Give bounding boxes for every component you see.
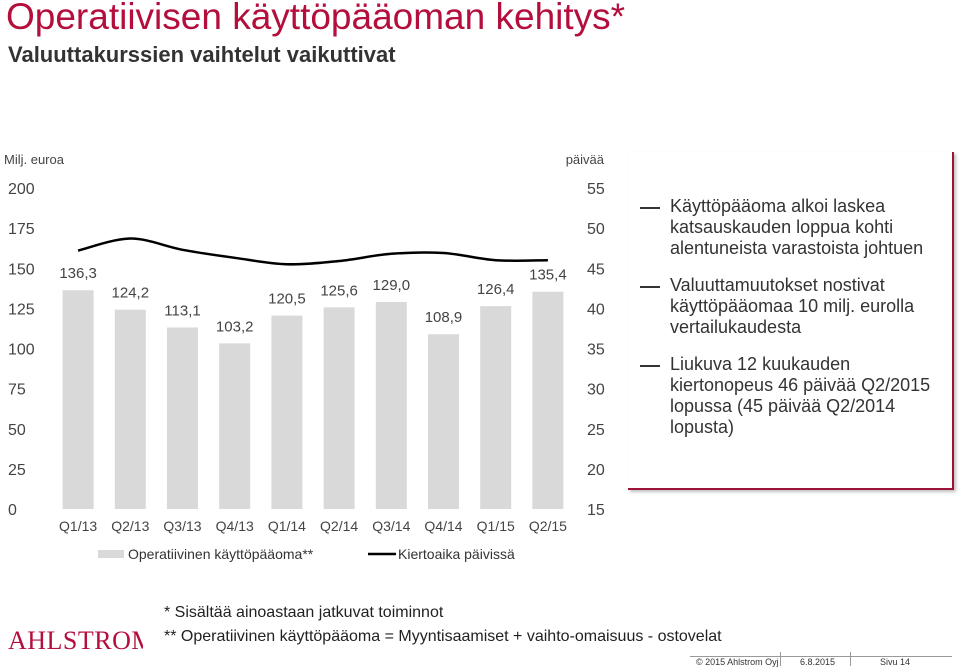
footer-separator [850, 652, 851, 666]
y-left-tick-label: 100 [8, 342, 35, 359]
y-left-tick-label: 200 [8, 181, 35, 198]
y-left-tick-label: 175 [8, 221, 35, 238]
footnote-1: * Sisältää ainoastaan jatkuvat toiminnot [164, 604, 444, 621]
bar [480, 306, 512, 509]
y-left-tick-label: 25 [8, 462, 26, 479]
callout-bullet-2: Valuuttamuutokset nostivat käyttöpääomaa… [628, 275, 950, 338]
legend-swatch-bars [98, 550, 124, 558]
bar-value-label: 124,2 [112, 285, 150, 302]
y-right-tick-label: 25 [587, 422, 605, 439]
y-left-ticks: 0 25 50 75 100 125 150 175 200 [8, 181, 35, 519]
legend-label-line: Kiertoaika päivissä [398, 546, 515, 562]
footer-separator [780, 652, 781, 666]
y-left-tick-label: 125 [8, 301, 35, 318]
bar-value-label: 135,4 [529, 267, 567, 284]
x-tick-label: Q1/14 [268, 518, 306, 534]
bar-value-label: 125,6 [320, 282, 358, 299]
bar [62, 290, 94, 509]
bar-value-label: 103,2 [216, 318, 254, 335]
legend-label-bars: Operatiivinen käyttöpääoma** [128, 546, 314, 562]
y-right-axis-label: päivää [566, 152, 605, 167]
y-left-tick-label: 50 [8, 422, 26, 439]
bar [114, 309, 146, 509]
x-tick-label: Q3/14 [372, 518, 410, 534]
bar-value-label: 108,9 [425, 309, 463, 326]
y-right-tick-label: 45 [587, 261, 605, 278]
x-tick-label: Q3/13 [163, 518, 201, 534]
working-capital-chart: Milj. euroa päivää 0 25 50 75 100 125 150 175 20… [4, 152, 605, 562]
y-right-tick-label: 35 [587, 342, 605, 359]
y-right-tick-label: 40 [587, 301, 605, 318]
y-right-tick-label: 55 [587, 181, 605, 198]
bar [428, 334, 459, 509]
bar-value-label: 136,3 [59, 265, 97, 282]
y-right-ticks: 15 20 25 30 35 40 45 50 55 [587, 181, 605, 519]
legend: Operatiivinen käyttöpääoma** Kiertoaika p… [98, 546, 515, 562]
x-tick-label: Q1/13 [59, 518, 97, 534]
footer-rule [690, 656, 952, 657]
bar-series [62, 290, 564, 509]
y-left-tick-label: 75 [8, 382, 26, 399]
callout-bullet-3: Liukuva 12 kuukauden kiertonopeus 46 päi… [628, 354, 950, 438]
x-ticks: Q1/13 Q2/13 Q3/13 Q4/13 Q1/14 Q2/14 Q3/14 Q4/14… [59, 518, 567, 534]
line-series [77, 237, 548, 266]
y-right-tick-label: 20 [587, 462, 605, 479]
ahlstrom-logo: AHLSTROM [8, 628, 143, 654]
callout-box: Käyttöpääoma alkoi laskea katsauskauden … [628, 152, 954, 490]
footer-copyright: © 2015 Ahlstrom Oyj [696, 657, 779, 667]
bar-value-label: 120,5 [268, 291, 306, 308]
bar [271, 315, 303, 509]
x-tick-label: Q2/13 [111, 518, 149, 534]
x-tick-label: Q4/13 [216, 518, 254, 534]
bar [219, 343, 251, 509]
bar [323, 307, 355, 509]
bar-value-label: 126,4 [477, 281, 515, 298]
logo-text: AHLSTROM [8, 628, 143, 654]
x-tick-label: Q2/15 [529, 518, 567, 534]
y-right-tick-label: 15 [587, 502, 605, 519]
x-tick-label: Q1/15 [477, 518, 515, 534]
y-left-tick-label: 0 [8, 502, 17, 519]
bar [375, 301, 407, 509]
y-left-axis-label: Milj. euroa [4, 152, 65, 167]
bar-value-labels: 136,3 124,2 113,1 103,2 120,5 125,6 129,0 108,9… [59, 265, 566, 335]
y-left-tick-label: 150 [8, 261, 35, 278]
bar-value-label: 129,0 [373, 277, 411, 294]
footer-date: 6.8.2015 [800, 657, 836, 667]
line-series-path [77, 237, 548, 266]
page-subtitle: Valuuttakurssien vaihtelut vaikuttivat [8, 42, 396, 67]
bar [167, 327, 198, 509]
bar [532, 291, 564, 509]
callout-bullet-1: Käyttöpääoma alkoi laskea katsauskauden … [628, 196, 950, 259]
bar-value-label: 113,1 [164, 302, 200, 319]
footnote-2: ** Operatiivinen käyttöpääoma = Myyntisa… [164, 628, 722, 645]
x-tick-label: Q2/14 [320, 518, 358, 534]
y-right-tick-label: 50 [587, 221, 605, 238]
page-title: Operatiivisen käyttöpääoman kehitys* [6, 0, 626, 37]
footer-page: Sivu 14 [880, 657, 911, 667]
x-tick-label: Q4/14 [424, 518, 462, 534]
y-right-tick-label: 30 [587, 382, 605, 399]
